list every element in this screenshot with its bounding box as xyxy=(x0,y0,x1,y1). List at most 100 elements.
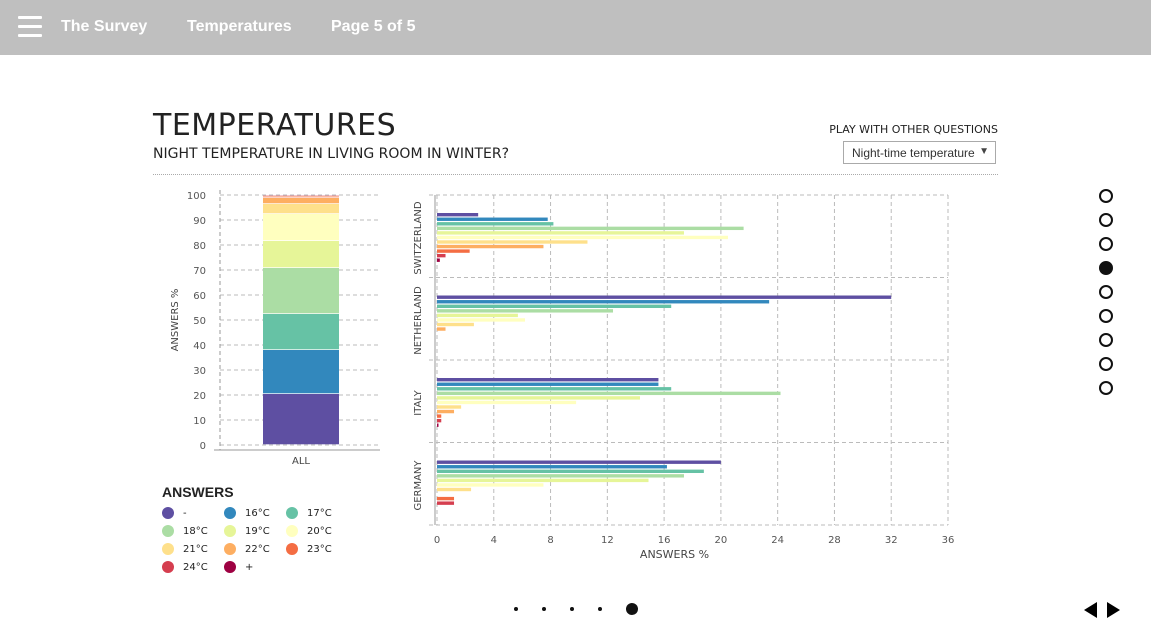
pager-dot[interactable] xyxy=(626,603,638,615)
legend-item: 23°C xyxy=(286,542,348,556)
stacked-segment xyxy=(263,196,339,198)
question-select-value: Night-time temperature xyxy=(852,146,975,160)
legend-item: 21°C xyxy=(162,542,224,556)
y-tick-label: 0 xyxy=(200,441,206,452)
country-bar xyxy=(437,414,442,418)
legend-swatch xyxy=(224,525,236,537)
previous-arrow-icon[interactable] xyxy=(1084,602,1097,618)
side-nav-dot[interactable] xyxy=(1099,189,1113,203)
legend-swatch xyxy=(286,507,298,519)
y-tick-label: 70 xyxy=(193,266,206,277)
legend: ANSWERS - 16°C 17°C 18°C 19°C 20°C 21°C 22°C 23°… xyxy=(162,484,392,574)
next-arrow-icon[interactable] xyxy=(1107,602,1120,618)
country-bar xyxy=(437,249,470,253)
country-bar xyxy=(437,483,544,487)
side-nav-dot[interactable] xyxy=(1099,333,1113,347)
country-bar xyxy=(437,300,770,304)
legend-label: 23°C xyxy=(307,543,332,555)
legend-swatch xyxy=(162,507,174,519)
top-bar: The Survey Temperatures Page 5 of 5 xyxy=(0,0,1151,55)
country-bar xyxy=(437,217,548,221)
x-tick-label: 36 xyxy=(942,535,955,546)
stacked-segment xyxy=(263,314,339,350)
legend-swatch xyxy=(286,543,298,555)
x-tick-label: 16 xyxy=(658,535,671,546)
stacked-bar-chart: 0 10 20 30 40 50 60 70 80 90 100 ALL ANSWERS % xyxy=(170,190,380,467)
legend-swatch xyxy=(162,561,174,573)
page-title: TEMPERATURES xyxy=(153,108,397,143)
side-nav-dot[interactable] xyxy=(1099,237,1113,251)
nav-section[interactable]: Temperatures xyxy=(187,18,292,35)
x-tick-label: 28 xyxy=(828,535,841,546)
x-tick-label: 32 xyxy=(885,535,898,546)
x-tick-label: 20 xyxy=(715,535,728,546)
legend-label: 17°C xyxy=(307,507,332,519)
legend-title: ANSWERS xyxy=(162,484,234,500)
side-nav-dot[interactable] xyxy=(1099,261,1113,275)
country-bar xyxy=(437,469,704,473)
country-bar xyxy=(437,244,544,249)
country-bar xyxy=(437,382,659,386)
country-bar xyxy=(437,240,588,244)
stacked-segment xyxy=(263,204,339,214)
pager-dot[interactable] xyxy=(514,607,518,611)
legend-label: 21°C xyxy=(183,543,208,555)
legend-items: - 16°C 17°C 18°C 19°C 20°C 21°C 22°C 23°C 24°C + xyxy=(162,506,392,574)
y-tick-label: 60 xyxy=(193,291,206,302)
country-bar xyxy=(437,478,649,483)
menu-icon[interactable] xyxy=(18,16,42,38)
country-bar xyxy=(437,460,721,464)
side-nav-dot[interactable] xyxy=(1099,357,1113,371)
x-tick-label: 4 xyxy=(491,535,497,546)
y-axis-label: ANSWERS % xyxy=(170,289,181,352)
stacked-segment xyxy=(263,241,339,268)
legend-label: 20°C xyxy=(307,525,332,537)
country-bar-chart: 0 4 8 12 16 20 24 28 32 36 SWITZERLAND NETHERLAND IT… xyxy=(413,194,955,561)
country-bar xyxy=(437,400,577,405)
legend-item: + xyxy=(224,560,286,574)
side-nav-dot[interactable] xyxy=(1099,309,1113,323)
country-bar xyxy=(437,409,455,414)
country-bar xyxy=(437,304,672,308)
country-bar xyxy=(437,391,781,396)
legend-label: 24°C xyxy=(183,561,208,573)
x-category-label: ALL xyxy=(292,456,310,467)
y-tick-label: 10 xyxy=(193,416,206,427)
pager-dot[interactable] xyxy=(542,607,546,611)
nav-page-indicator: Page 5 of 5 xyxy=(331,18,416,35)
chevron-down-icon: ▼ xyxy=(979,146,989,157)
legend-item: 17°C xyxy=(286,506,348,520)
side-nav-dot[interactable] xyxy=(1099,381,1113,395)
country-bar xyxy=(437,423,439,427)
legend-item: - xyxy=(162,506,224,520)
side-nav-dot[interactable] xyxy=(1099,213,1113,227)
country-bar xyxy=(437,231,684,235)
country-bar xyxy=(437,258,440,262)
other-questions-label: PLAY WITH OTHER QUESTIONS xyxy=(829,123,998,136)
legend-label: - xyxy=(183,507,187,519)
y-tick-label: 100 xyxy=(187,191,206,202)
header-divider xyxy=(153,174,998,175)
side-nav-dot[interactable] xyxy=(1099,285,1113,299)
country-bar xyxy=(437,378,659,382)
group-label: SWITZERLAND xyxy=(413,201,424,275)
country-bar xyxy=(437,313,518,318)
country-bar xyxy=(437,309,614,313)
x-tick-label: 8 xyxy=(547,535,553,546)
country-bar xyxy=(437,222,554,226)
country-bar xyxy=(437,387,672,391)
country-bar xyxy=(437,322,474,327)
pager-dot[interactable] xyxy=(570,607,574,611)
nav-app-title[interactable]: The Survey xyxy=(61,18,148,35)
legend-item: 18°C xyxy=(162,524,224,538)
country-bar xyxy=(437,235,728,240)
legend-label: + xyxy=(245,561,254,573)
legend-item: 16°C xyxy=(224,506,286,520)
legend-item: 19°C xyxy=(224,524,286,538)
question-select[interactable]: Night-time temperature ▼ xyxy=(843,141,996,164)
x-tick-label: 12 xyxy=(601,535,614,546)
page-arrows xyxy=(1084,602,1120,618)
country-bar xyxy=(437,501,455,505)
legend-item: 22°C xyxy=(224,542,286,556)
pager-dot[interactable] xyxy=(598,607,602,611)
